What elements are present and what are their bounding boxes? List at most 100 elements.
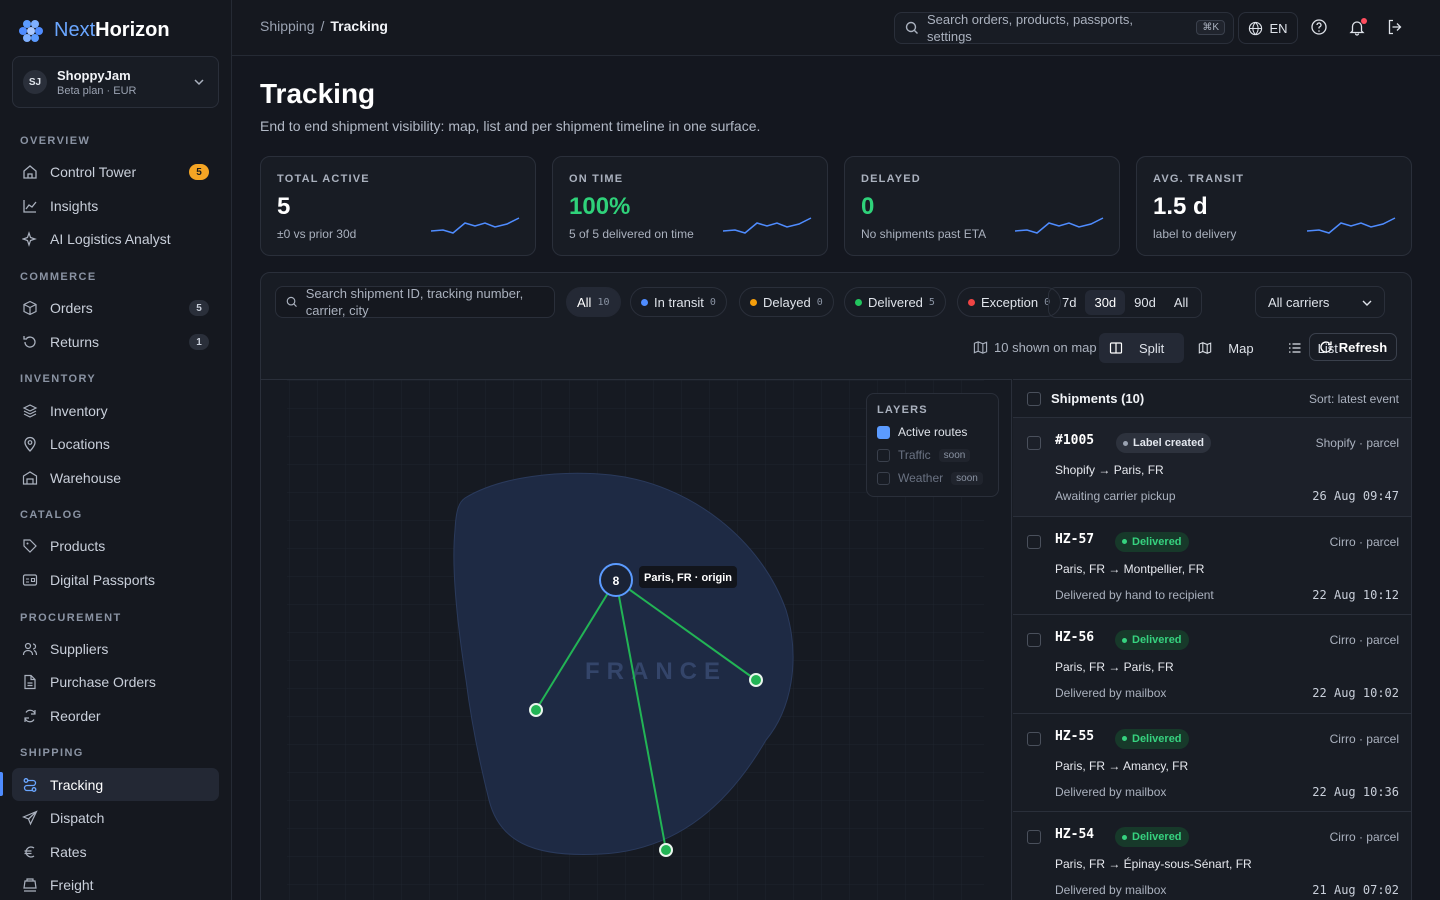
- list-icon: [1288, 343, 1301, 353]
- sidebar-item-returns[interactable]: Returns 1: [12, 325, 219, 358]
- refresh-button[interactable]: Refresh: [1309, 333, 1397, 361]
- euro-icon: [24, 845, 35, 858]
- bell-icon[interactable]: [1348, 18, 1366, 36]
- layers-panel: LAYERS Active routes Traffic soon Weathe…: [866, 393, 999, 497]
- kpi-note: No shipments past ETA: [861, 227, 987, 241]
- select-all-checkbox[interactable]: [1027, 391, 1041, 406]
- sidebar-item-ai-analyst[interactable]: AI Logistics Analyst: [12, 222, 219, 255]
- sidebar-item-tracking[interactable]: Tracking: [12, 768, 219, 801]
- sidebar-item-label: AI Logistics Analyst: [50, 230, 171, 247]
- range-7d[interactable]: 7d: [1062, 295, 1077, 310]
- sidebar-item-products[interactable]: Products: [12, 529, 219, 562]
- breadcrumb-shipping[interactable]: Shipping: [260, 18, 315, 34]
- carrier-select[interactable]: All carriers: [1255, 286, 1385, 318]
- global-search-input[interactable]: Search orders, products, passports, sett…: [894, 12, 1234, 44]
- layer-checkbox[interactable]: [877, 425, 890, 439]
- latest-event: Delivered by mailbox: [1055, 883, 1167, 898]
- sort-control[interactable]: Sort: latest event: [1308, 391, 1399, 406]
- refresh-label: Refresh: [1338, 339, 1388, 355]
- row-checkbox[interactable]: [1027, 830, 1041, 845]
- destination-marker[interactable]: [659, 843, 673, 857]
- tracking-panel: Search shipment ID, tracking number, car…: [260, 272, 1412, 900]
- box-icon: [23, 300, 37, 315]
- shipment-row[interactable]: HZ-56 Delivered Cirro · parcel Paris, FR…: [1013, 615, 1411, 714]
- chevron-down-icon: [194, 79, 204, 86]
- breadcrumb-current: Tracking: [330, 18, 388, 34]
- chip-count: 5: [928, 296, 935, 308]
- sidebar-item-suppliers[interactable]: Suppliers: [12, 632, 219, 665]
- section-shipping: SHIPPING: [20, 747, 84, 759]
- sidebar-item-dispatch[interactable]: Dispatch: [12, 801, 219, 834]
- origin-cluster-marker[interactable]: [599, 563, 633, 597]
- filter-chip-all[interactable]: All 10: [566, 287, 621, 317]
- layer-checkbox: [877, 448, 890, 462]
- range-all[interactable]: All: [1173, 295, 1189, 310]
- map-count-label: 10 shown on map: [994, 340, 1097, 355]
- id-card-icon: [22, 573, 38, 586]
- filter-chip-delivered[interactable]: Delivered 5: [844, 287, 946, 317]
- freight-icon: [23, 877, 37, 892]
- shipment-search-input[interactable]: Search shipment ID, tracking number, car…: [275, 286, 555, 318]
- sidebar-item-warehouse[interactable]: Warehouse: [12, 461, 219, 494]
- event-time: 22 Aug 10:36: [1312, 784, 1399, 799]
- kpi-delayed: DELAYED 0 No shipments past ETA: [844, 156, 1120, 256]
- sidebar-item-freight[interactable]: Freight: [12, 868, 219, 900]
- sparkline: [1307, 217, 1396, 234]
- shipment-row[interactable]: HZ-54 Delivered Cirro · parcel Paris, FR…: [1013, 812, 1411, 900]
- carrier-label: Cirro · parcel: [1329, 830, 1399, 845]
- destination-marker[interactable]: [529, 703, 543, 717]
- layer-traffic: Traffic soon: [877, 448, 988, 462]
- view-map-button[interactable]: Map: [1188, 333, 1273, 363]
- sidebar-item-locations[interactable]: Locations: [12, 427, 219, 460]
- sidebar-item-purchase-orders[interactable]: Purchase Orders: [12, 665, 219, 698]
- row-checkbox[interactable]: [1027, 436, 1041, 450]
- layer-active-routes[interactable]: Active routes: [877, 425, 988, 439]
- sidebar-item-label: Locations: [50, 435, 110, 452]
- filter-chip-in-transit[interactable]: In transit 0: [630, 287, 727, 317]
- row-checkbox[interactable]: [1027, 633, 1041, 648]
- view-split-label: Split: [1139, 340, 1165, 356]
- row-checkbox[interactable]: [1027, 731, 1041, 746]
- status-badge: Delivered: [1115, 728, 1189, 749]
- sparkline: [431, 217, 520, 234]
- carrier-label: Cirro · parcel: [1329, 633, 1399, 648]
- kpi-value: 0: [861, 193, 875, 220]
- shipment-row[interactable]: HZ-55 Delivered Cirro · parcel Paris, FR…: [1013, 714, 1411, 813]
- row-checkbox[interactable]: [1027, 534, 1041, 549]
- filter-chip-exception[interactable]: Exception 0: [957, 287, 1062, 317]
- list-header: Shipments (10) Sort: latest event: [1013, 380, 1411, 418]
- brand[interactable]: NextHorizon: [18, 16, 170, 44]
- org-switcher[interactable]: SJ ShoppyJam Beta plan · EUR: [12, 56, 219, 108]
- sidebar-item-label: Reorder: [50, 707, 101, 724]
- shipment-row[interactable]: #1005 Label created Shopify · parcel Sho…: [1013, 418, 1411, 517]
- carrier-label: Cirro · parcel: [1329, 534, 1399, 549]
- sidebar-item-insights[interactable]: Insights: [12, 189, 219, 222]
- sidebar-item-orders[interactable]: Orders 5: [12, 291, 219, 324]
- range-90d[interactable]: 90d: [1134, 295, 1156, 310]
- sidebar-item-inventory[interactable]: Inventory: [12, 394, 219, 427]
- shipment-row[interactable]: HZ-57 Delivered Cirro · parcel Paris, FR…: [1013, 517, 1411, 616]
- sidebar-item-label: Tracking: [50, 776, 104, 793]
- filter-chip-delayed[interactable]: Delayed 0: [739, 287, 834, 317]
- range-30d[interactable]: 30d: [1085, 290, 1126, 315]
- logout-icon[interactable]: [1386, 18, 1404, 36]
- destination-marker[interactable]: [749, 673, 763, 687]
- sidebar-item-rates[interactable]: Rates: [12, 835, 219, 868]
- language-button[interactable]: EN: [1238, 12, 1298, 44]
- sidebar-item-label: Rates: [50, 843, 87, 860]
- sidebar-item-label: Control Tower: [50, 163, 137, 180]
- status-dot: [1123, 440, 1128, 446]
- shipment-map[interactable]: FRANCE 8 Paris, FR · origin LAYERS Activ…: [261, 379, 1012, 900]
- sidebar-item-digital-passports[interactable]: Digital Passports: [12, 563, 219, 596]
- sidebar-item-reorder[interactable]: Reorder: [12, 699, 219, 732]
- status-label: Delivered: [1132, 732, 1182, 745]
- origin-label: Paris, FR · origin: [644, 572, 732, 584]
- layer-weather: Weather soon: [877, 471, 988, 485]
- chip-label: Delivered: [868, 294, 923, 310]
- sidebar-item-control-tower[interactable]: Control Tower 5: [12, 155, 219, 188]
- route-text: Paris, FR → Amancy, FR: [1055, 758, 1189, 773]
- status-dot: [1122, 736, 1127, 742]
- view-split-button[interactable]: Split: [1099, 333, 1185, 363]
- kpi-note: label to delivery: [1153, 227, 1237, 241]
- help-icon[interactable]: [1310, 18, 1328, 36]
